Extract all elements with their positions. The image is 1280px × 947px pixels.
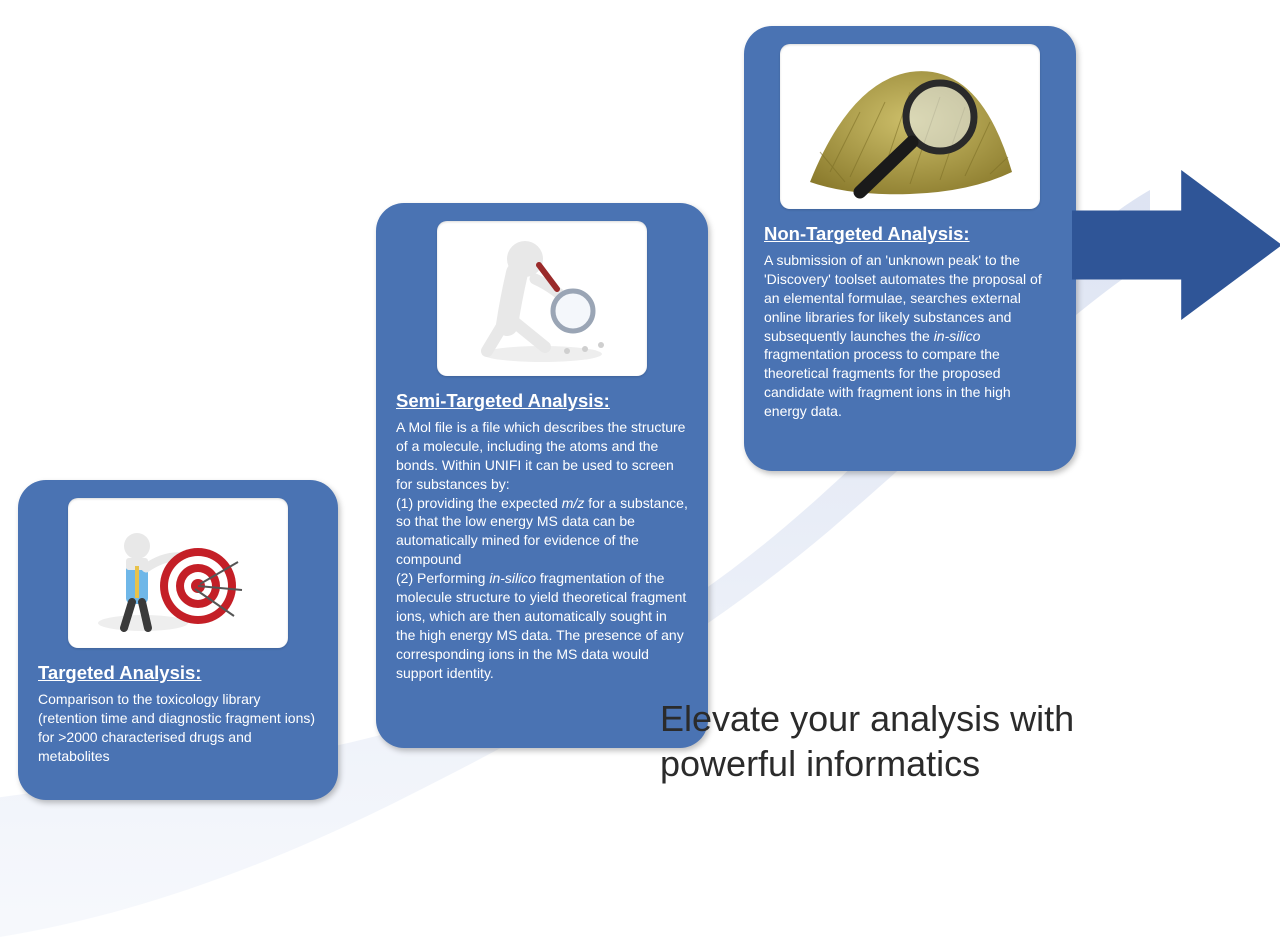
forward-arrow-icon: [1072, 170, 1280, 320]
tagline: Elevate your analysis with powerful info…: [660, 696, 1074, 786]
semi-targeted-image: [437, 221, 647, 376]
tagline-line1: Elevate your analysis with: [660, 698, 1074, 739]
targeted-image: [68, 498, 288, 648]
card-targeted-analysis: Targeted Analysis: Comparison to the tox…: [18, 480, 338, 800]
semi-body: A Mol file is a file which describes the…: [396, 418, 688, 682]
semi-title: Semi-Targeted Analysis:: [396, 390, 688, 412]
card-non-targeted-analysis: Non-Targeted Analysis: A submission of a…: [744, 26, 1076, 471]
targeted-body: Comparison to the toxicology library (re…: [38, 690, 318, 766]
tagline-line2: powerful informatics: [660, 743, 980, 784]
infographic-stage: Targeted Analysis: Comparison to the tox…: [0, 0, 1280, 947]
targeted-title: Targeted Analysis:: [38, 662, 318, 684]
non-body: A submission of an 'unknown peak' to the…: [764, 251, 1056, 421]
card-semi-targeted-analysis: Semi-Targeted Analysis: A Mol file is a …: [376, 203, 708, 748]
non-targeted-image: [780, 44, 1040, 209]
haystack-icon: [790, 52, 1030, 202]
magnify-figure-icon: [447, 229, 637, 369]
target-icon: [88, 508, 268, 638]
non-title: Non-Targeted Analysis:: [764, 223, 1056, 245]
